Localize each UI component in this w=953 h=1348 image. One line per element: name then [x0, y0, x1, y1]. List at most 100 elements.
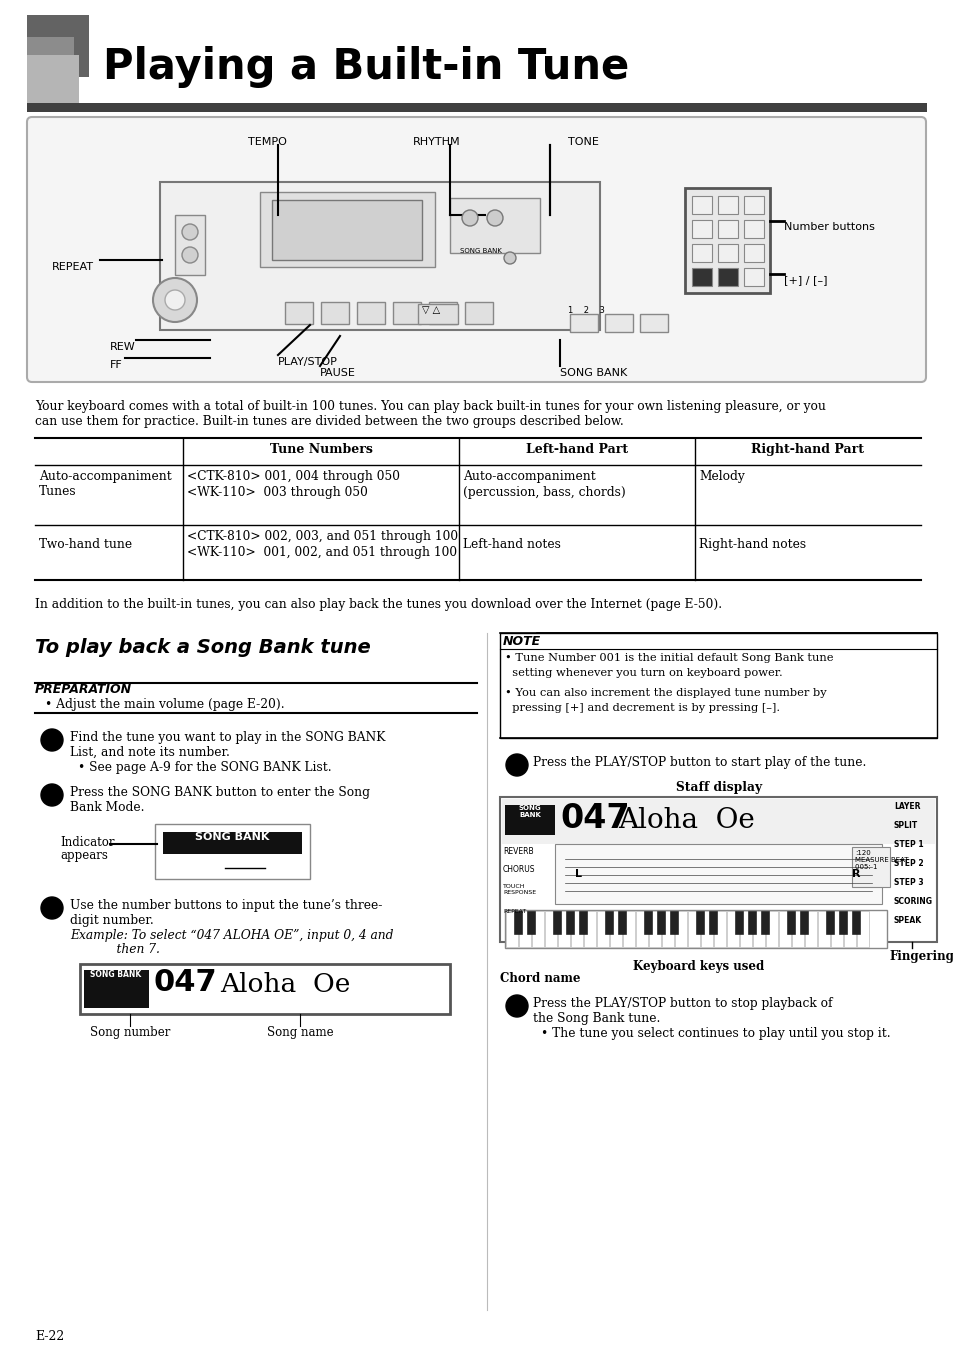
Text: SCORING: SCORING: [893, 896, 932, 906]
Bar: [504, 910, 886, 948]
Text: PREPARATION: PREPARATION: [35, 683, 132, 696]
Text: L: L: [575, 869, 581, 879]
Text: STEP 3: STEP 3: [893, 878, 923, 887]
Bar: [691, 220, 711, 239]
Bar: [779, 911, 790, 948]
Bar: [740, 911, 751, 948]
Text: In addition to the built-in tunes, you can also play back the tunes you download: In addition to the built-in tunes, you c…: [35, 599, 721, 611]
Text: 047: 047: [559, 802, 629, 834]
Text: • Adjust the main volume (page E-20).: • Adjust the main volume (page E-20).: [45, 698, 284, 710]
Text: Left-hand Part: Left-hand Part: [525, 443, 627, 456]
Text: PLAY/STOP: PLAY/STOP: [277, 357, 337, 367]
Circle shape: [41, 785, 63, 806]
Bar: [851, 911, 859, 934]
Bar: [752, 911, 764, 948]
Text: then 7.: then 7.: [70, 944, 160, 956]
Bar: [578, 911, 586, 934]
Text: 047: 047: [153, 968, 217, 998]
Text: SONG BANK: SONG BANK: [91, 971, 141, 979]
Bar: [700, 911, 712, 948]
Text: Fingering: Fingering: [888, 950, 953, 962]
Text: SONG BANK: SONG BANK: [459, 248, 501, 253]
Bar: [786, 911, 794, 934]
Bar: [320, 302, 349, 324]
Bar: [657, 911, 664, 934]
Text: REPEAT: REPEAT: [502, 909, 526, 914]
Bar: [804, 911, 816, 948]
Bar: [604, 911, 613, 934]
Circle shape: [503, 252, 516, 264]
Bar: [743, 268, 763, 286]
Bar: [429, 302, 456, 324]
Text: RHYTHM: RHYTHM: [413, 137, 460, 147]
Bar: [718, 195, 738, 214]
Text: 1    2    3: 1 2 3: [567, 306, 604, 315]
Bar: [718, 244, 738, 262]
Bar: [272, 200, 421, 260]
Bar: [713, 911, 725, 948]
Text: (percussion, bass, chords): (percussion, bass, chords): [462, 487, 625, 499]
Bar: [505, 911, 517, 948]
Bar: [830, 911, 842, 948]
Text: R: R: [851, 869, 860, 879]
Text: <WK-110>  003 through 050: <WK-110> 003 through 050: [187, 487, 368, 499]
Bar: [499, 797, 936, 942]
Text: REPEAT: REPEAT: [52, 262, 94, 272]
Bar: [691, 268, 711, 286]
Text: Use the number buttons to input the tune’s three-: Use the number buttons to input the tune…: [70, 899, 382, 913]
Text: ▽ △: ▽ △: [421, 306, 439, 315]
Text: STEP 2: STEP 2: [893, 859, 923, 868]
Text: SPLIT: SPLIT: [893, 821, 918, 830]
Text: TONE: TONE: [567, 137, 598, 147]
Text: Staff display: Staff display: [676, 780, 761, 794]
Bar: [583, 911, 596, 948]
Bar: [160, 182, 599, 330]
Text: Playing a Built-in Tune: Playing a Built-in Tune: [103, 46, 629, 88]
Text: <CTK-810> 001, 004 through 050: <CTK-810> 001, 004 through 050: [187, 470, 399, 483]
Bar: [597, 911, 608, 948]
Text: 3: 3: [48, 902, 56, 914]
Text: TEMPO: TEMPO: [248, 137, 287, 147]
Bar: [696, 911, 703, 934]
Text: Auto-accompaniment
Tunes: Auto-accompaniment Tunes: [39, 470, 172, 497]
Text: Left-hand notes: Left-hand notes: [462, 538, 560, 551]
Text: Bank Mode.: Bank Mode.: [70, 801, 144, 814]
Text: PAUSE: PAUSE: [319, 368, 355, 377]
Bar: [154, 824, 310, 879]
Text: FF: FF: [110, 360, 123, 369]
Text: LAYER: LAYER: [893, 802, 920, 811]
Bar: [499, 634, 936, 737]
Bar: [734, 911, 742, 934]
Circle shape: [41, 729, 63, 751]
Bar: [163, 832, 302, 855]
Text: 4: 4: [512, 759, 521, 771]
Text: E-22: E-22: [35, 1330, 64, 1343]
Bar: [765, 911, 778, 948]
Circle shape: [486, 210, 502, 226]
Text: SONG BANK: SONG BANK: [559, 368, 626, 377]
Text: SPEAK: SPEAK: [893, 917, 922, 925]
Bar: [27, 55, 79, 106]
Text: Keyboard keys used: Keyboard keys used: [633, 960, 763, 973]
Bar: [514, 911, 521, 934]
Text: Press the PLAY/STOP button to stop playback of: Press the PLAY/STOP button to stop playb…: [533, 998, 832, 1010]
Text: Chord name: Chord name: [499, 972, 579, 985]
Text: REVERB: REVERB: [502, 847, 533, 856]
Bar: [609, 911, 621, 948]
Text: Two-hand tune: Two-hand tune: [39, 538, 132, 551]
Text: Auto-accompaniment: Auto-accompaniment: [462, 470, 595, 483]
Bar: [800, 911, 807, 934]
Bar: [571, 911, 582, 948]
Text: :120
MEASURE BEAT
005: 1: :120 MEASURE BEAT 005: 1: [854, 851, 907, 869]
Circle shape: [505, 754, 527, 776]
Bar: [393, 302, 420, 324]
Bar: [639, 314, 667, 332]
Bar: [661, 911, 673, 948]
Text: [+] / [–]: [+] / [–]: [783, 275, 826, 284]
Text: Press the SONG BANK button to enter the Song: Press the SONG BANK button to enter the …: [70, 786, 370, 799]
Text: the Song Bank tune.: the Song Bank tune.: [533, 1012, 659, 1024]
Text: REW: REW: [110, 342, 135, 352]
Text: List, and note its number.: List, and note its number.: [70, 745, 230, 759]
Text: Find the tune you want to play in the SONG BANK: Find the tune you want to play in the SO…: [70, 731, 385, 744]
Bar: [843, 911, 855, 948]
